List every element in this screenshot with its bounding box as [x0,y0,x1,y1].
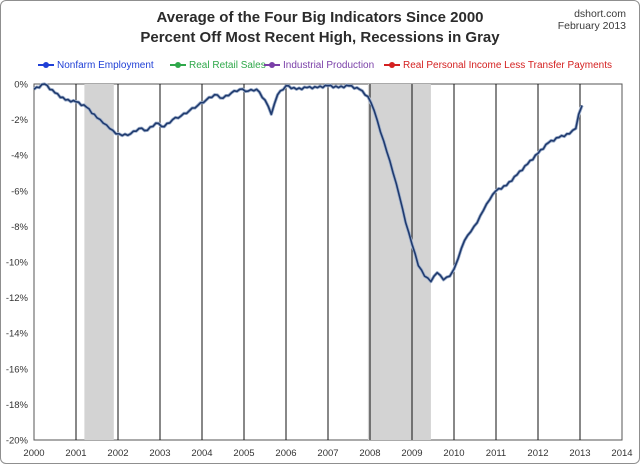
x-tick-label: 2013 [569,448,590,459]
x-tick-label: 2010 [443,448,464,459]
y-tick-label: -2% [11,115,28,126]
source-date: February 2013 [557,20,626,32]
legend-label: Real Personal Income Less Transfer Payme… [403,59,612,71]
chart-title: Average of the Four Big Indicators Since… [156,9,484,26]
y-tick-label: -10% [6,258,29,269]
x-tick-label: 2002 [107,448,128,459]
x-tick-label: 2004 [191,448,212,459]
legend-label: Nonfarm Employment [57,59,154,71]
legend-item-nonfarm-employment: Nonfarm Employment [38,58,154,72]
y-tick-label: -12% [6,293,29,304]
x-tick-label: 2006 [275,448,296,459]
y-tick-label: -14% [6,329,29,340]
x-tick-label: 2003 [149,448,170,459]
legend-label: Industrial Production [283,59,375,71]
legend-marker-icon [38,58,54,72]
y-tick-label: -20% [6,436,29,447]
x-tick-label: 2012 [527,448,548,459]
source-label: dshort.com [574,8,626,20]
x-tick-label: 2014 [611,448,632,459]
legend-item-industrial-production: Industrial Production [264,58,374,72]
series-line [33,83,583,283]
y-tick-label: -18% [6,400,29,411]
recession-band [367,84,431,440]
legend-item-real-personal-income: Real Personal Income Less Transfer Payme… [384,58,612,72]
x-tick-label: 2007 [317,448,338,459]
x-tick-label: 2005 [233,448,254,459]
x-tick-label: 2000 [23,448,44,459]
y-tick-label: -6% [11,186,28,197]
x-tick-label: 2001 [65,448,86,459]
y-tick-label: 0% [14,80,28,91]
y-tick-label: -16% [6,364,29,375]
y-tick-label: -8% [11,222,28,233]
y-tick-label: -4% [11,151,28,162]
legend-marker-icon [264,58,280,72]
legend-label: Real Retail Sales [189,59,266,71]
recession-band [84,84,114,440]
x-tick-label: 2011 [486,448,506,459]
legend-marker-icon [384,58,400,72]
legend-marker-icon [170,58,186,72]
x-tick-label: 2008 [359,448,380,459]
chart-subtitle: Percent Off Most Recent High, Recessions… [140,29,500,46]
legend-item-real-retail-sales: Real Retail Sales [170,58,266,72]
x-tick-label: 2009 [401,448,422,459]
